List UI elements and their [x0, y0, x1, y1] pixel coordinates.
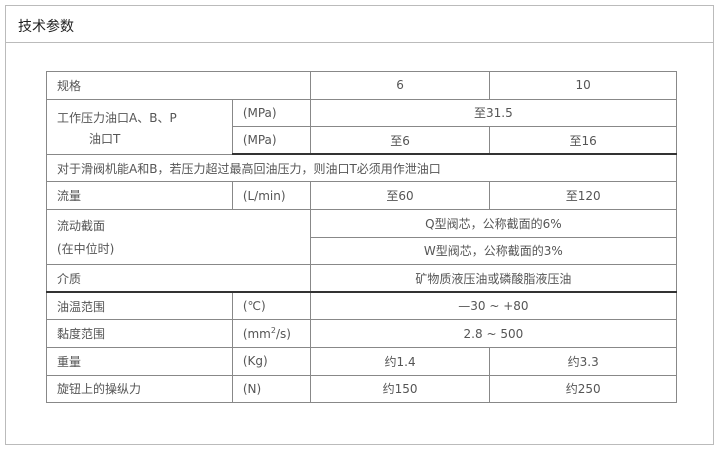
pressure-t-col6: 至6	[309, 126, 491, 156]
section-value1: Q型阀芯，公称截面的6%	[309, 208, 678, 238]
pressure-label: 工作压力油口A、B、P 油口T	[46, 98, 233, 155]
weight-label: 重量	[46, 346, 233, 376]
flow-label: 流量	[46, 181, 233, 210]
force-label: 旋钮上的操纵力	[46, 374, 233, 404]
section-label-line2: (在中位时)	[57, 242, 115, 257]
content-frame	[5, 5, 714, 445]
section-label-line1: 流动截面	[57, 219, 106, 234]
oil-temp-value: —30 ~ +80	[309, 291, 678, 321]
table-row-spec: 规格 6 10	[46, 71, 677, 100]
table-row-oil-temp: 油温范围 (℃) —30 ~ +80	[46, 291, 678, 321]
table-row-medium: 介质 矿物质液压油或磷酸脂液压油	[46, 264, 678, 294]
table-row-force: 旋钮上的操纵力 (N) 约150 约250	[46, 374, 677, 404]
force-col10: 约250	[489, 374, 677, 404]
pressure-label-line2: 油口T	[89, 131, 121, 146]
section-title: 技术参数	[18, 19, 74, 35]
spec-col10: 10	[489, 71, 677, 100]
table-row-note: 对于滑阀机能A和B，若压力超过最高回油压力，则油口T必须用作泄油口	[46, 153, 677, 183]
weight-unit: (Kg)	[231, 346, 311, 376]
spec-col6: 6	[309, 71, 491, 100]
flow-col6: 至60	[309, 181, 491, 210]
section-label: 流动截面 (在中位时)	[46, 208, 311, 266]
tech-params-table: 规格 6 10 工作压力油口A、B、P 油口T (MPa) 至31.5 (MPa…	[46, 71, 678, 404]
table-row-section: 流动截面 (在中位时) Q型阀芯，公称截面的6%	[46, 208, 678, 266]
section-value2: W型阀芯，公称截面的3%	[309, 236, 678, 266]
weight-col10: 约3.3	[489, 346, 677, 376]
viscosity-unit-sup: 2	[270, 326, 276, 336]
flow-unit: (L/min)	[231, 181, 311, 210]
note-text: 对于滑阀机能A和B，若压力超过最高回油压力，则油口T必须用作泄油口	[46, 153, 677, 183]
oil-temp-label: 油温范围	[46, 291, 233, 321]
viscosity-unit-post: /s)	[275, 327, 291, 342]
force-col6: 约150	[309, 374, 491, 404]
force-unit: (N)	[231, 374, 311, 404]
pressure-unit1: (MPa)	[231, 98, 311, 128]
viscosity-value: 2.8 ~ 500	[309, 319, 678, 348]
viscosity-label: 黏度范围	[46, 319, 233, 348]
pressure-t-col10: 至16	[489, 126, 677, 156]
table-row-pressure-t: (MPa) 至6 至16	[47, 126, 677, 156]
spec-label: 规格	[46, 71, 311, 100]
flow-col10: 至120	[489, 181, 677, 210]
medium-label: 介质	[46, 264, 311, 294]
pressure-value1: 至31.5	[309, 98, 678, 128]
pressure-label-line1: 工作压力油口A、B、P	[57, 110, 177, 125]
table-row-weight: 重量 (Kg) 约1.4 约3.3	[46, 346, 677, 376]
medium-value: 矿物质液压油或磷酸脂液压油	[309, 264, 678, 294]
weight-col6: 约1.4	[309, 346, 491, 376]
table-row-viscosity: 黏度范围 (mm2/s) 2.8 ~ 500	[46, 319, 678, 348]
section-header: 技术参数	[5, 5, 714, 43]
oil-temp-unit: (℃)	[231, 291, 311, 321]
viscosity-unit: (mm2/s)	[231, 319, 311, 348]
table-row-pressure: 工作压力油口A、B、P 油口T (MPa) 至31.5	[46, 98, 678, 155]
pressure-unit2: (MPa)	[231, 126, 311, 156]
viscosity-unit-pre: (mm	[242, 327, 271, 342]
table-row-flow: 流量 (L/min) 至60 至120	[46, 181, 677, 210]
